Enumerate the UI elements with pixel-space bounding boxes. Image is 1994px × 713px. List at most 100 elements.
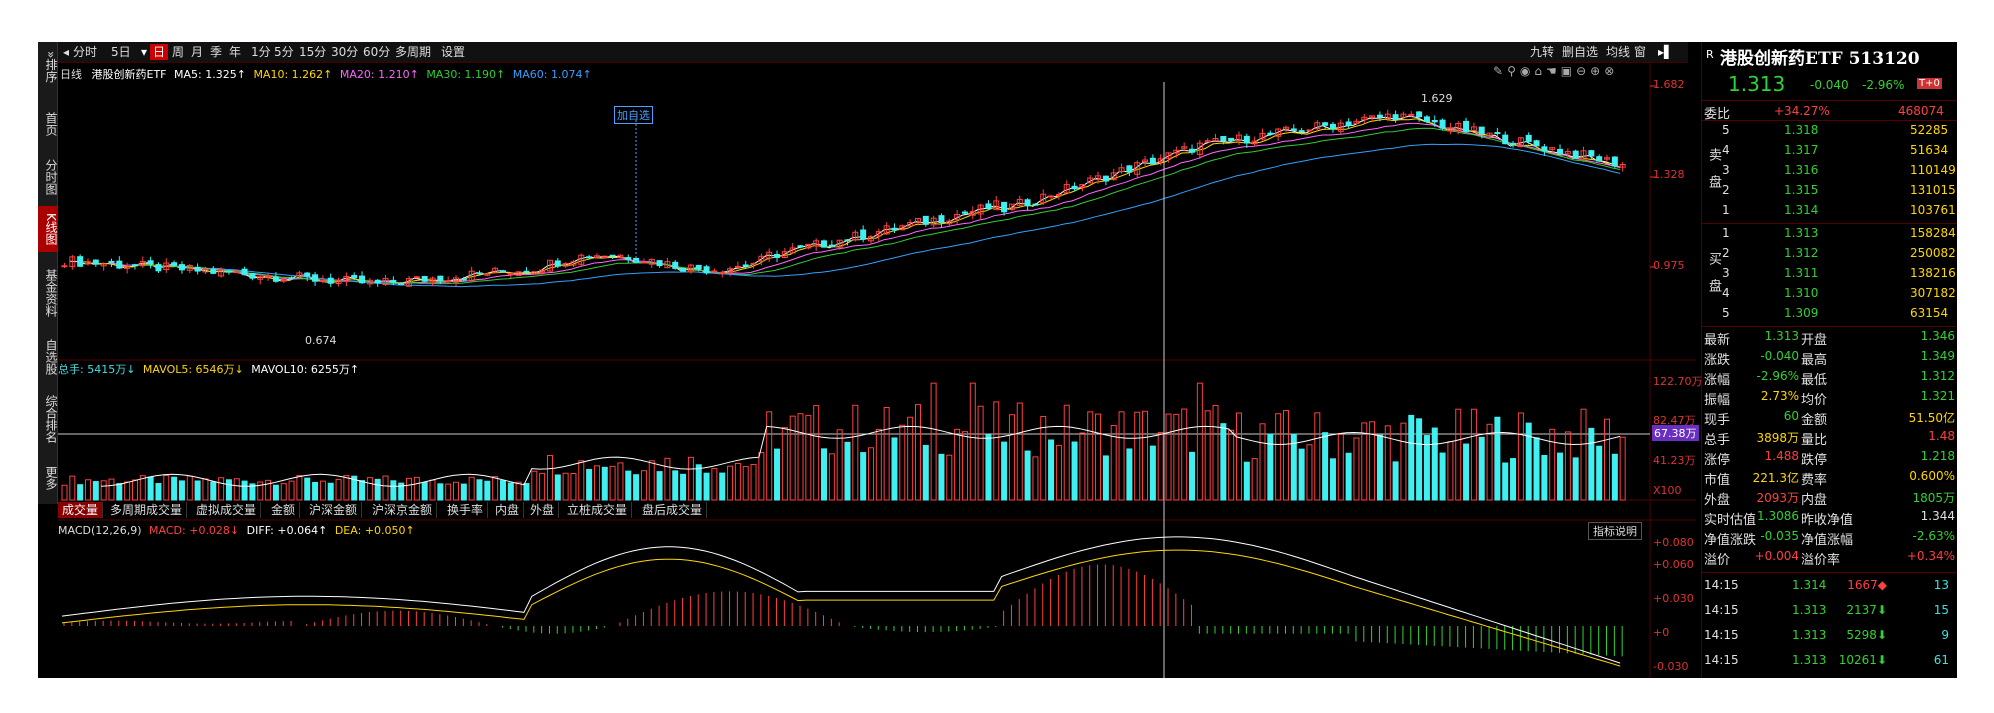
candle-body xyxy=(1439,119,1446,129)
stat-value: -2.96% xyxy=(1756,369,1799,383)
period-multi[interactable]: 多周期 xyxy=(395,45,432,59)
period-60min[interactable]: 60分 xyxy=(363,45,391,59)
period-yearly[interactable]: 年 xyxy=(229,45,242,59)
candle-body xyxy=(1486,132,1493,137)
volume-bar xyxy=(1384,425,1391,501)
draw-icon[interactable]: ✎ xyxy=(1493,64,1508,78)
toolbar-left-arrow[interactable]: ◂ xyxy=(63,45,70,59)
ask-price[interactable]: 1.318 xyxy=(1784,123,1819,137)
macd-title: MACD(12,26,9) xyxy=(58,524,142,537)
candle-body xyxy=(202,268,209,273)
volume-bar xyxy=(1008,414,1015,501)
close-icon[interactable]: ⊗ xyxy=(1604,64,1619,78)
nav-sort-label: 排序 xyxy=(44,58,58,83)
nav-fund-info[interactable]: 基金资料 xyxy=(44,269,58,317)
hand-icon[interactable]: ☚ xyxy=(1545,64,1561,78)
volume-bar xyxy=(1243,461,1250,501)
collapse-right-icon[interactable]: ▸▌ xyxy=(1658,45,1674,59)
volume-bar xyxy=(359,480,366,501)
period-5min[interactable]: 5分 xyxy=(274,45,294,59)
candle-body xyxy=(1604,157,1611,160)
candle-body xyxy=(1549,147,1556,150)
candle-body xyxy=(343,275,350,282)
zoom-out-icon[interactable]: ⊖ xyxy=(1576,64,1591,78)
ask-price[interactable]: 1.316 xyxy=(1784,163,1819,177)
indicator-help-button[interactable]: 指标说明 xyxy=(1588,522,1642,540)
window-button[interactable]: 窗 xyxy=(1634,45,1647,59)
settings-button[interactable]: 设置 xyxy=(441,45,466,59)
bid-price[interactable]: 1.312 xyxy=(1784,246,1819,260)
tab-hs-amount[interactable]: 沪深金额 xyxy=(305,502,363,518)
candle-body xyxy=(813,240,820,247)
remove-watchlist-button[interactable]: 删自选 xyxy=(1562,45,1599,59)
ask-price[interactable]: 1.314 xyxy=(1784,203,1819,217)
tab-multi-volume[interactable]: 多周期成交量 xyxy=(106,502,188,518)
period-intraday[interactable]: 分时 xyxy=(73,45,98,59)
period-15min[interactable]: 15分 xyxy=(299,45,327,59)
candle-body xyxy=(703,266,710,274)
bid-price[interactable]: 1.311 xyxy=(1784,266,1819,280)
eye-icon[interactable]: ◉ xyxy=(1519,64,1535,78)
volume-bar xyxy=(492,476,499,501)
bid-price[interactable]: 1.310 xyxy=(1784,286,1819,300)
period-quarterly[interactable]: 季 xyxy=(210,45,223,59)
macd-value: MACD: +0.028↓ xyxy=(149,524,240,537)
bid-price[interactable]: 1.309 xyxy=(1784,306,1819,320)
candle-body xyxy=(92,259,99,265)
tab-volume[interactable]: 成交量 xyxy=(58,502,104,518)
save-icon[interactable]: ▣ xyxy=(1560,64,1577,78)
period-30min[interactable]: 30分 xyxy=(331,45,359,59)
candle-body xyxy=(977,204,984,215)
nav-ranking[interactable]: 综合排名 xyxy=(44,395,58,443)
period-5day[interactable]: 5日 xyxy=(111,45,131,59)
tab-virtual-volume[interactable]: 虚拟成交量 xyxy=(192,502,262,518)
nav-kline[interactable]: K线图 xyxy=(38,206,58,252)
period-daily[interactable]: 日 xyxy=(150,44,169,60)
volume-bar xyxy=(954,428,961,501)
period-monthly[interactable]: 月 xyxy=(191,45,204,59)
candle-body xyxy=(171,262,178,266)
candle-body xyxy=(946,220,953,225)
add-favorite-tag[interactable]: 加自选 xyxy=(614,106,653,124)
period-weekly[interactable]: 周 xyxy=(172,45,185,59)
ask-price[interactable]: 1.315 xyxy=(1784,183,1819,197)
volume-bar xyxy=(1282,410,1289,501)
volume-bar xyxy=(852,404,859,501)
filter-icon[interactable]: ⚲ xyxy=(1507,64,1520,78)
tab-turnover[interactable]: 换手率 xyxy=(443,502,489,518)
volume-bar xyxy=(1400,422,1407,501)
bid-price[interactable]: 1.313 xyxy=(1784,226,1819,240)
nine-turn-button[interactable]: 九转 xyxy=(1530,45,1555,59)
ma-button[interactable]: 均线 xyxy=(1606,45,1631,59)
bid-level: 1 xyxy=(1722,226,1730,240)
volume-bar xyxy=(1024,450,1031,501)
volume-legend: 总手: 5415万↓ MAVOL5: 6546万↓ MAVOL10: 6255万… xyxy=(58,361,359,377)
tick-volume: 10261⬇ xyxy=(1838,653,1887,667)
tab-amount[interactable]: 金额 xyxy=(267,502,301,518)
kline-chart[interactable] xyxy=(38,42,1698,678)
nav-watchlist[interactable]: 自选股 xyxy=(44,339,58,375)
tab-outer[interactable]: 外盘 xyxy=(526,502,560,518)
tab-hsj-amount[interactable]: 沪深京金额 xyxy=(368,502,438,518)
candle-body xyxy=(319,279,326,282)
zoom-in-icon[interactable]: ⊕ xyxy=(1590,64,1605,78)
volume-bar xyxy=(398,482,405,501)
nav-home[interactable]: 首页 xyxy=(44,112,58,136)
stat-label: 跌停 xyxy=(1801,453,1828,468)
candle-body xyxy=(734,265,741,268)
period-1min[interactable]: 1分 xyxy=(251,45,271,59)
lock-icon[interactable]: ⌂ xyxy=(1534,64,1546,78)
tab-pile-volume[interactable]: 立桩成交量 xyxy=(563,502,633,518)
tab-after-hours[interactable]: 盘后成交量 xyxy=(638,502,708,518)
volume-bar xyxy=(578,460,585,501)
tab-inner[interactable]: 内盘 xyxy=(491,502,525,518)
volume-bar xyxy=(1502,462,1509,501)
nav-intraday[interactable]: 分时图 xyxy=(44,159,58,195)
nav-sort[interactable]: »排序 xyxy=(38,44,58,90)
period-dropdown-icon[interactable]: ▾ xyxy=(141,45,148,59)
volume-bar xyxy=(938,453,945,501)
candle-body xyxy=(750,262,757,266)
nav-more[interactable]: 更多 xyxy=(44,466,58,490)
ask-price[interactable]: 1.317 xyxy=(1784,143,1819,157)
candle-body xyxy=(1134,162,1141,175)
